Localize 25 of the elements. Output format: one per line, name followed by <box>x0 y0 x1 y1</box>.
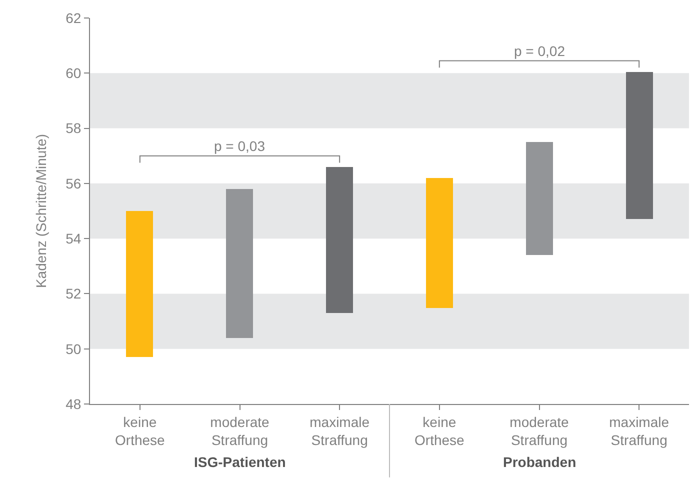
y-axis-title: Kadenz (Schritte/Minute) <box>33 134 50 288</box>
x-tick-label: moderate Straffung <box>210 414 270 448</box>
y-tick-label: 58 <box>66 120 82 136</box>
y-tick-label: 50 <box>66 340 82 357</box>
text: Probanden <box>503 454 576 470</box>
annotation: p = 0,03 <box>214 138 266 154</box>
y-tick-label: 56 <box>66 175 82 192</box>
y-tick-label: 48 <box>66 396 82 412</box>
y-tick-label: 60 <box>66 65 82 82</box>
y-tick-label: 54 <box>66 230 82 246</box>
bar <box>626 72 653 219</box>
bar <box>526 142 553 255</box>
x-tick-label: keine Orthese <box>414 414 465 448</box>
bar <box>426 178 453 308</box>
annotation: p = 0,02 <box>514 43 566 59</box>
bar <box>326 167 353 313</box>
x-tick-label: maximale Straffung <box>609 414 670 448</box>
text: ISG-Patienten <box>194 454 286 470</box>
y-tick-label: 52 <box>66 286 82 302</box>
y-tick-label: 62 <box>66 10 82 26</box>
x-tick-label: maximale Straffung <box>310 414 370 448</box>
bar <box>226 189 253 338</box>
bar <box>126 211 153 357</box>
x-tick-label: moderate Straffung <box>510 414 570 448</box>
x-tick-label: keine Orthese <box>115 414 166 448</box>
